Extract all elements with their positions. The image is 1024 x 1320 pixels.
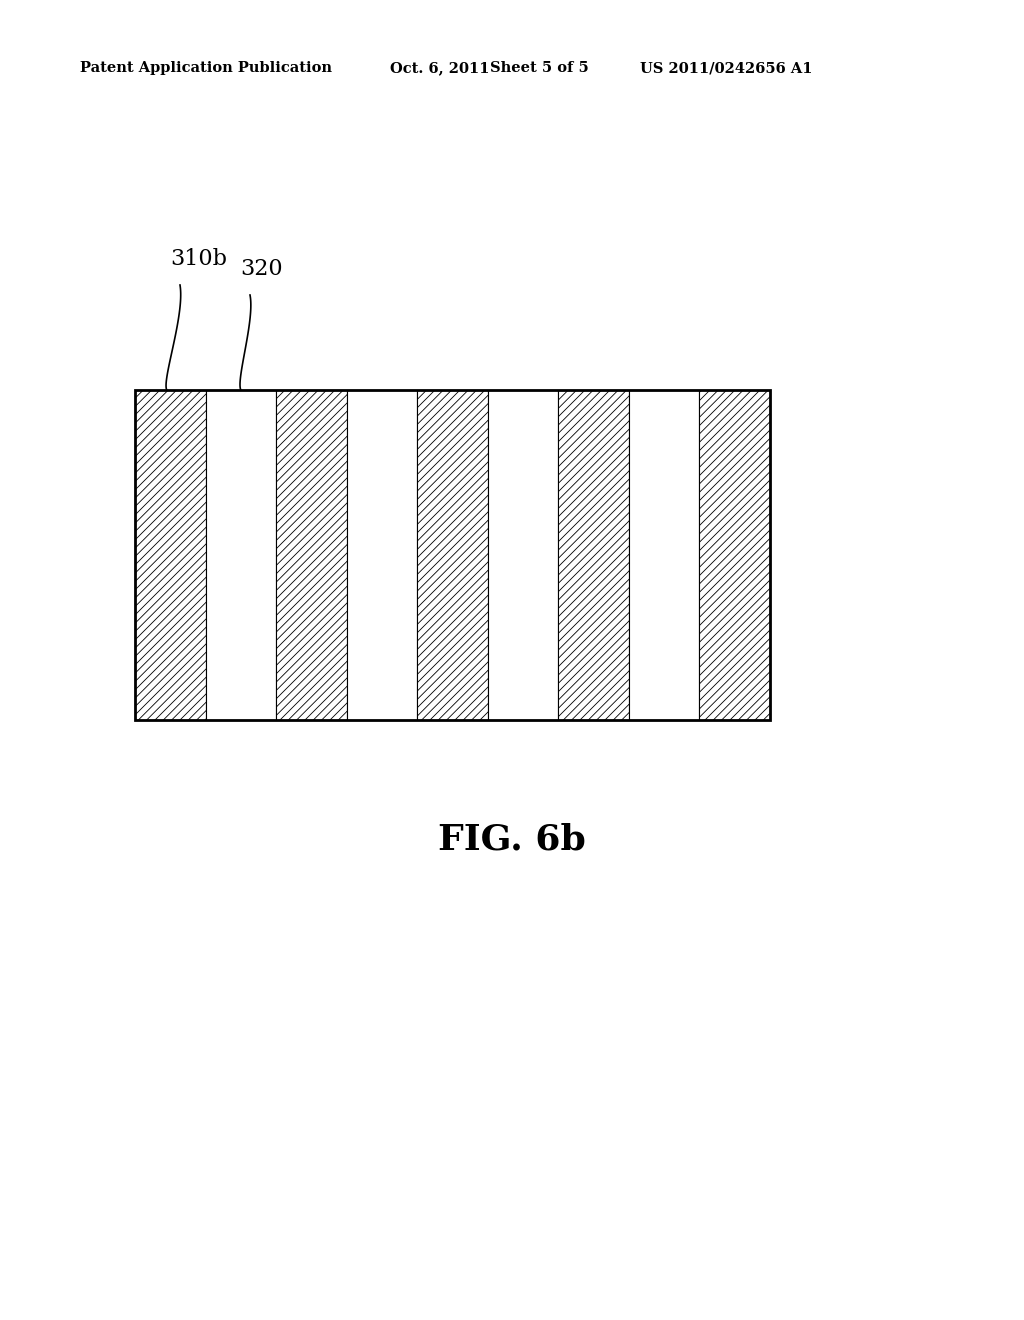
- Bar: [629, 389, 699, 719]
- Text: Patent Application Publication: Patent Application Publication: [80, 61, 332, 75]
- Text: FIG. 6b: FIG. 6b: [438, 822, 586, 857]
- Text: US 2011/0242656 A1: US 2011/0242656 A1: [640, 61, 812, 75]
- Text: Sheet 5 of 5: Sheet 5 of 5: [490, 61, 589, 75]
- Bar: [276, 389, 347, 719]
- Bar: [135, 389, 206, 719]
- Bar: [417, 389, 487, 719]
- Bar: [558, 389, 629, 719]
- Bar: [487, 389, 558, 719]
- Text: 310b: 310b: [170, 248, 227, 271]
- Bar: [699, 389, 770, 719]
- Bar: [347, 389, 417, 719]
- Bar: [206, 389, 276, 719]
- Text: 320: 320: [240, 257, 283, 280]
- Bar: [135, 389, 770, 719]
- Text: Oct. 6, 2011: Oct. 6, 2011: [390, 61, 489, 75]
